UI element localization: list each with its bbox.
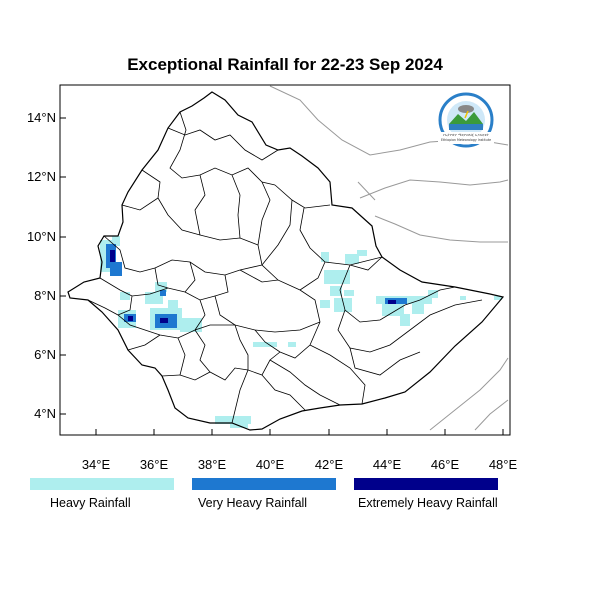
lon-tick-38e: 38°E (198, 457, 227, 472)
legend-heavy: Heavy Rainfall (30, 478, 174, 510)
lon-tick-48e: 48°E (489, 457, 518, 472)
lon-tick-36e: 36°E (140, 457, 169, 472)
lat-tick-12n: 12°N (27, 169, 56, 184)
legend-swatch-very-heavy (192, 478, 336, 490)
legend-very-heavy: Very Heavy Rainfall (192, 478, 336, 510)
lat-tick-6n: 6°N (34, 347, 56, 362)
lon-tick-46e: 46°E (431, 457, 460, 472)
plot-frame (59, 84, 511, 436)
lon-tick-42e: 42°E (315, 457, 344, 472)
institute-logo: የኢትዮጵያ ሜቲዮሮሎጂ ኢንስቲቱት Ethiopian Meteorolo… (438, 92, 494, 148)
lon-tick-40e: 40°E (256, 457, 285, 472)
legend-extremely-heavy: Extremely Heavy Rainfall (354, 478, 498, 510)
lon-tick-34e: 34°E (82, 457, 111, 472)
legend-label-heavy: Heavy Rainfall (50, 496, 131, 510)
country-boundary (67, 91, 505, 431)
logo-text: የኢትዮጵያ ሜቲዮሮሎጂ ኢንስቲቱት (443, 133, 489, 137)
lon-tick-44e: 44°E (373, 457, 402, 472)
lat-tick-8n: 8°N (34, 288, 56, 303)
legend-label-very-heavy: Very Heavy Rainfall (198, 496, 308, 510)
lat-tick-4n: 4°N (34, 406, 56, 421)
region-boundaries (87, 111, 483, 424)
legend-label-extremely-heavy: Extremely Heavy Rainfall (358, 496, 498, 510)
map-title: Exceptional Rainfall for 22-23 Sep 2024 (127, 55, 443, 74)
legend-swatch-heavy (30, 478, 174, 490)
legend-swatch-extremely-heavy (354, 478, 498, 490)
extremely-heavy-rainfall-areas (110, 250, 396, 323)
lat-tick-10n: 10°N (27, 229, 56, 244)
logo-subtext: Ethiopian Meteorology Institute (441, 138, 491, 142)
lat-tick-14n: 14°N (27, 110, 56, 125)
